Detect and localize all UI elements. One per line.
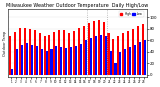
Bar (41, 49, 43, 75)
Bar (44, 36, 46, 75)
Bar (11, 69, 13, 75)
Bar (55, 46, 57, 75)
Bar (98, 20, 100, 75)
Bar (26, 43, 28, 75)
Bar (124, 49, 126, 75)
Bar (137, 26, 139, 75)
Bar (83, 26, 85, 75)
Title: Milwaukee Weather Outdoor Temperature  Daily High/Low: Milwaukee Weather Outdoor Temperature Da… (6, 3, 149, 8)
Bar (80, 44, 82, 75)
Bar (105, 36, 107, 75)
Bar (95, 36, 97, 75)
Bar (127, 31, 129, 75)
Bar (16, 49, 18, 75)
Bar (110, 51, 112, 75)
Bar (34, 30, 36, 75)
Bar (14, 32, 16, 75)
Bar (58, 30, 60, 75)
Bar (29, 29, 31, 75)
Bar (122, 33, 124, 75)
Bar (51, 49, 52, 75)
Bar (68, 33, 70, 75)
Legend: High, Low: High, Low (119, 11, 144, 17)
Bar (70, 47, 72, 75)
Bar (103, 22, 105, 75)
Bar (88, 23, 90, 75)
Y-axis label: Outdoor Temp: Outdoor Temp (3, 31, 7, 56)
Bar (46, 51, 48, 75)
Bar (75, 46, 77, 75)
Bar (36, 46, 38, 75)
Bar (31, 45, 33, 75)
Bar (78, 28, 80, 75)
Bar (60, 47, 62, 75)
Bar (100, 35, 102, 75)
Bar (132, 29, 134, 75)
Bar (21, 45, 23, 75)
Bar (19, 28, 21, 75)
Bar (53, 32, 55, 75)
Bar (134, 45, 136, 75)
Bar (117, 36, 119, 75)
Bar (24, 28, 26, 75)
Bar (65, 48, 67, 75)
Bar (48, 35, 51, 75)
Bar (139, 42, 141, 75)
Bar (144, 40, 146, 75)
Bar (112, 39, 114, 75)
Bar (63, 30, 65, 75)
Bar (142, 24, 144, 75)
Bar (108, 33, 110, 75)
Bar (9, 36, 11, 75)
Bar (119, 52, 121, 75)
Bar (93, 21, 95, 75)
Bar (90, 38, 92, 75)
Bar (39, 33, 41, 75)
Bar (73, 31, 75, 75)
Bar (114, 63, 116, 75)
Bar (85, 40, 87, 75)
Bar (129, 47, 131, 75)
